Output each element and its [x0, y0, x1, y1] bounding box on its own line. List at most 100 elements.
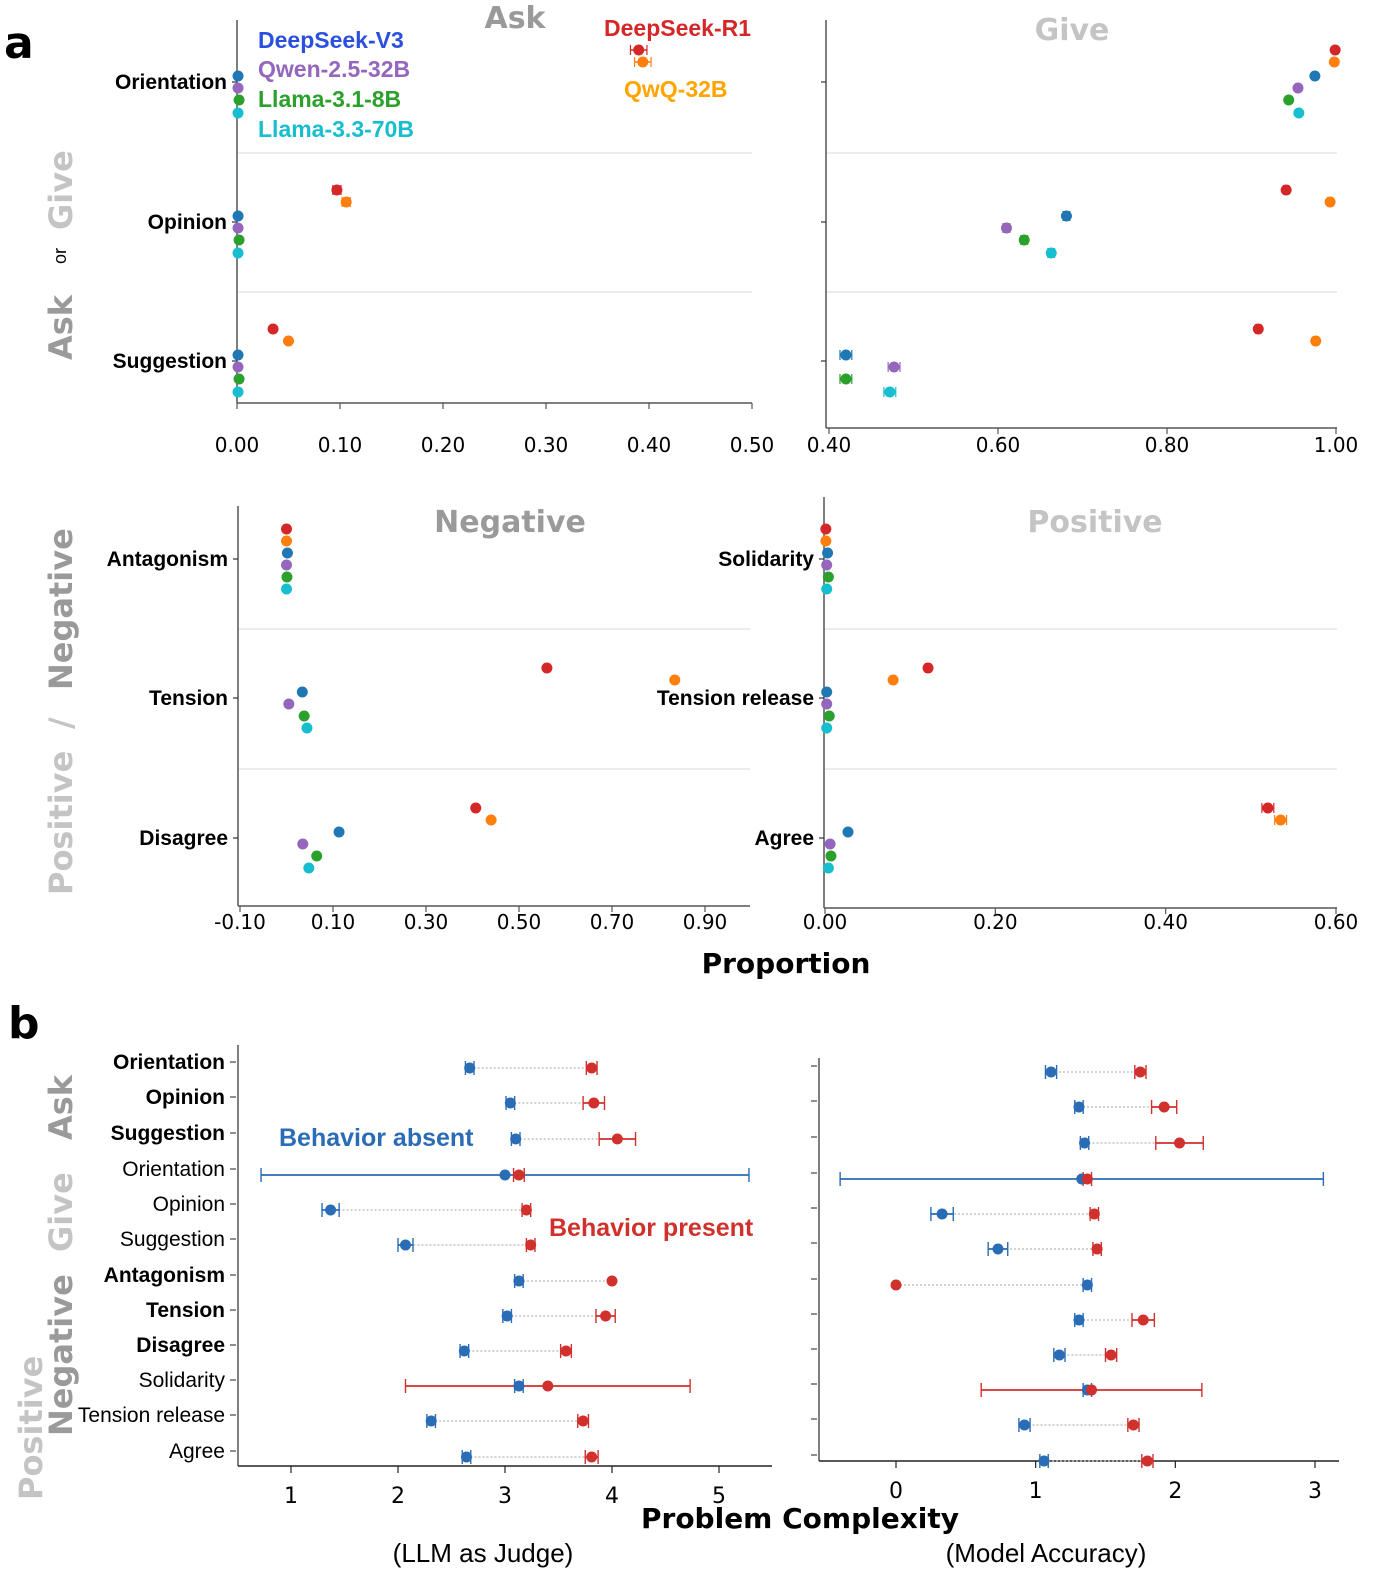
point-deepseek-r1-tension-release	[922, 662, 934, 674]
x-tick-label: 0.40	[807, 433, 852, 457]
x-axis-label-problem-complexity: Problem Complexity	[641, 1502, 959, 1535]
point-deepseek-r1-suggestion	[1252, 323, 1264, 335]
point-llama-3-1-8b-agree	[825, 850, 837, 862]
point-llama-3-1-8b-solidarity	[822, 571, 834, 583]
x-tick-label: 1.00	[1314, 433, 1359, 457]
panel-label-a: a	[4, 18, 34, 69]
point-llama-3-3-70b-agree	[822, 862, 834, 874]
point-qwen-2-5-32b-disagree	[297, 838, 309, 850]
point-behavior-absent-disagree-8	[1053, 1349, 1065, 1361]
x-tick-label: 0.00	[803, 910, 848, 934]
point-behavior-present-opinion-1	[588, 1097, 600, 1109]
point-deepseek-r1-opinion	[1280, 184, 1292, 196]
point-llama-3-3-70b-tension	[301, 722, 313, 734]
point-behavior-absent-suggestion-2	[1079, 1137, 1091, 1149]
point-behavior-present-opinion-4	[520, 1204, 532, 1216]
point-qwen-2-5-32b-solidarity	[821, 559, 833, 571]
x-tick-label: -0.10	[214, 910, 266, 934]
x-tick-label: 1	[1029, 1479, 1043, 1504]
side-label-ask-or-give: Ask or Give	[42, 150, 80, 360]
point-behavior-present-solidarity-9	[542, 1380, 554, 1392]
point-behavior-present-tension-release-10	[1127, 1419, 1139, 1431]
point-llama-3-3-70b-orientation	[1293, 107, 1305, 119]
category-label-tension: Tension	[149, 687, 228, 710]
x-tick-label: 2	[1168, 1479, 1182, 1504]
point-qwen-2-5-32b-orientation	[232, 82, 244, 94]
x-tick-label: 0	[889, 1479, 903, 1504]
point-deepseek-r1-solidarity	[820, 523, 832, 535]
category-label-suggestion: Suggestion	[120, 1228, 225, 1251]
category-label-orientation: Orientation	[122, 1158, 225, 1181]
point-qwq-32b-agree	[1275, 814, 1287, 826]
x-tick-label: 3	[1308, 1479, 1322, 1504]
point-deepseek-r1-antagonism	[281, 523, 292, 535]
point-behavior-absent-opinion-1	[504, 1097, 516, 1109]
side-label-slash: /	[42, 717, 80, 729]
point-deepseek-r1-orientation	[1329, 44, 1341, 56]
category-label-disagree: Disagree	[136, 1334, 225, 1357]
category-label-opinion: Opinion	[146, 1086, 225, 1109]
point-qwq-32b-opinion	[340, 196, 352, 208]
x-tick-label: 0.30	[524, 433, 569, 457]
point-llama-3-1-8b-orientation	[1283, 94, 1295, 106]
x-tick-label: 0.70	[590, 910, 635, 934]
point-qwq-32b-orientation	[637, 56, 649, 68]
category-label-agree: Agree	[754, 827, 814, 850]
point-deepseek-r1-tension	[541, 662, 553, 674]
point-behavior-present-orientation-0	[586, 1062, 598, 1074]
chart-title-positive: Positive	[1027, 505, 1162, 540]
panel-label-b: b	[8, 998, 40, 1049]
point-behavior-present-antagonism-6	[890, 1279, 902, 1291]
legend-item-llama-3-3-70b: Llama-3.3-70B	[258, 116, 414, 142]
chart-llm-judge: 1 2 3 4 5 (LLM as Judge) Orientation Opinion Sug…	[78, 1045, 772, 1568]
point-llama-3-1-8b-antagonism	[281, 571, 293, 583]
x-sublabel-llm-judge: (LLM as Judge)	[393, 1538, 574, 1568]
legend: DeepSeek-V3 Qwen-2.5-32B Llama-3.1-8B Ll…	[258, 15, 751, 142]
x-tick-label: 4	[605, 1484, 619, 1509]
category-label-opinion: Opinion	[148, 211, 227, 234]
point-qwq-32b-solidarity	[820, 535, 832, 547]
point-behavior-present-suggestion-5	[1091, 1243, 1103, 1255]
legend-item-qwq-32b: QwQ-32B	[624, 76, 728, 102]
x-tick-label: 3	[498, 1484, 512, 1509]
point-llama-3-1-8b-opinion	[1018, 234, 1030, 246]
point-qwen-2-5-32b-agree	[824, 838, 836, 850]
x-tick-label: 0.60	[976, 433, 1021, 457]
legend-item-llama-3-1-8b: Llama-3.1-8B	[258, 86, 401, 112]
point-behavior-present-orientation-3	[1081, 1173, 1093, 1185]
x-tick-label: 0.00	[215, 433, 260, 457]
point-behavior-present-disagree-8	[560, 1345, 572, 1357]
point-llama-3-3-70b-tension-release	[821, 722, 833, 734]
side-label-b-negative-group: Negative	[42, 1274, 80, 1436]
category-label-suggestion: Suggestion	[111, 1122, 225, 1145]
point-behavior-absent-solidarity-9	[513, 1380, 525, 1392]
chart-model-accuracy: 0 1 2 3 (Model Accuracy)	[811, 1058, 1339, 1568]
side-label-b-positive: Positive	[12, 1356, 50, 1500]
side-label-or: or	[50, 248, 70, 264]
point-behavior-present-agree-11	[1141, 1455, 1153, 1467]
x-tick-label: 0.50	[497, 910, 542, 934]
point-llama-3-3-70b-suggestion	[232, 386, 244, 398]
point-behavior-absent-agree-11	[1038, 1455, 1050, 1467]
point-deepseek-v3-tension	[296, 686, 308, 698]
point-behavior-present-tension-7	[1137, 1314, 1149, 1326]
point-behavior-absent-tension-release-10	[1018, 1419, 1030, 1431]
legend-item-qwen-2-5-32b: Qwen-2.5-32B	[258, 56, 410, 82]
point-deepseek-r1-disagree	[470, 802, 482, 814]
point-qwq-32b-tension-release	[887, 674, 899, 686]
point-deepseek-v3-orientation	[232, 70, 244, 82]
point-qwen-2-5-32b-suggestion	[888, 361, 900, 373]
x-tick-label: 2	[391, 1484, 405, 1509]
point-behavior-present-solidarity-9	[1086, 1384, 1098, 1396]
point-deepseek-r1-opinion	[331, 184, 343, 196]
category-label-antagonism: Antagonism	[104, 1264, 225, 1287]
x-tick-label: 0.90	[683, 910, 728, 934]
category-label-solidarity: Solidarity	[718, 548, 814, 571]
point-llama-3-3-70b-solidarity	[821, 583, 833, 595]
chart-ask: Ask 0.00 0.10 0.20 0.30 0.40 0.50 Orientation Op…	[113, 1, 775, 457]
point-behavior-present-suggestion-5	[525, 1239, 537, 1251]
point-llama-3-3-70b-orientation	[232, 107, 244, 119]
category-label-agree: Agree	[169, 1440, 225, 1463]
point-qwen-2-5-32b-tension	[283, 698, 295, 710]
